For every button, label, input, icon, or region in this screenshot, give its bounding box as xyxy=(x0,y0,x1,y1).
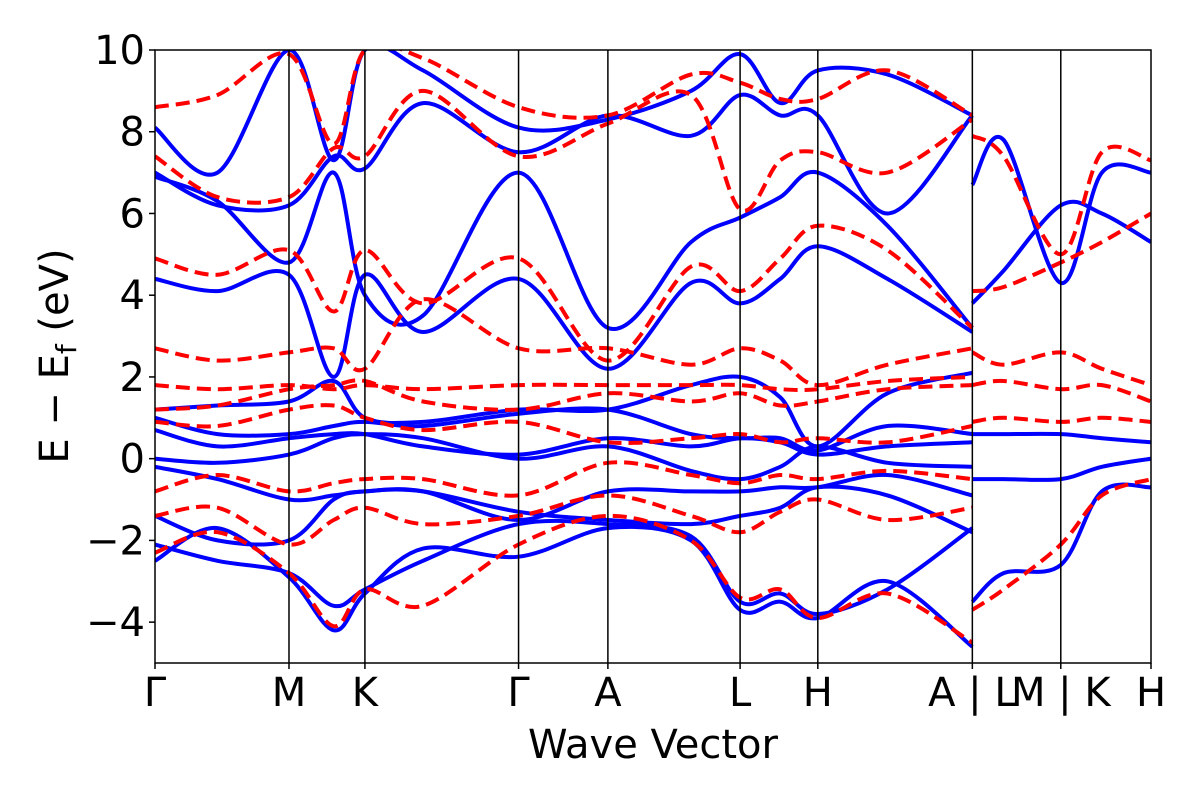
x-tick-label: M xyxy=(272,670,307,716)
x-tick-label: A | L xyxy=(928,670,1017,716)
y-tick-label: 2 xyxy=(120,355,145,401)
band-line xyxy=(155,223,974,363)
band-line xyxy=(155,513,974,645)
x-tick-label: A xyxy=(594,670,622,716)
band-line xyxy=(155,169,974,332)
band-lines xyxy=(155,50,1151,649)
y-tick-label: 10 xyxy=(94,28,145,74)
y-tick-label: 0 xyxy=(120,437,145,483)
band-line xyxy=(155,50,974,177)
band-line xyxy=(155,50,974,146)
band-line xyxy=(155,88,974,213)
x-tick-label: H xyxy=(803,670,833,716)
band-line xyxy=(155,92,974,216)
band-line xyxy=(971,378,1151,404)
y-tick-label: −4 xyxy=(86,600,145,646)
x-axis-label: Wave Vector xyxy=(528,722,779,768)
y-tick-label: 6 xyxy=(120,191,145,237)
y-axis-label-unit: (eV) xyxy=(32,248,78,344)
plot-frame xyxy=(154,49,1152,664)
x-tick-label: Γ xyxy=(144,670,167,716)
band-line xyxy=(970,134,1151,285)
band-line xyxy=(155,297,973,388)
y-tick-label: 4 xyxy=(120,273,145,319)
band-line xyxy=(155,464,973,522)
y-axis-label: E − Ef (eV) xyxy=(32,248,83,463)
band-line xyxy=(155,244,974,379)
y-axis-label-main: E − E xyxy=(32,354,78,464)
band-line xyxy=(155,406,973,453)
band-line xyxy=(155,374,973,392)
band-line xyxy=(971,415,1151,424)
dashed-band-series xyxy=(155,50,1151,645)
band-line xyxy=(972,431,1151,445)
x-tick-label: M | K xyxy=(1011,670,1112,716)
x-tick-label: L xyxy=(729,670,752,716)
band-line xyxy=(972,456,1151,482)
x-tick-label: Γ xyxy=(507,670,530,716)
band-line xyxy=(971,133,1151,257)
solid-band-series xyxy=(155,50,1151,649)
band-line xyxy=(971,477,1151,612)
x-tick-label: H xyxy=(1136,670,1166,716)
y-axis: −4 −2 0 2 4 6 8 10 xyxy=(86,28,155,646)
y-tick-label: −2 xyxy=(86,518,145,564)
x-tick-label: K xyxy=(352,670,380,716)
high-symmetry-lines xyxy=(288,50,1062,663)
y-tick-label: 8 xyxy=(120,110,145,156)
y-axis-label-subscript: f xyxy=(50,343,83,354)
